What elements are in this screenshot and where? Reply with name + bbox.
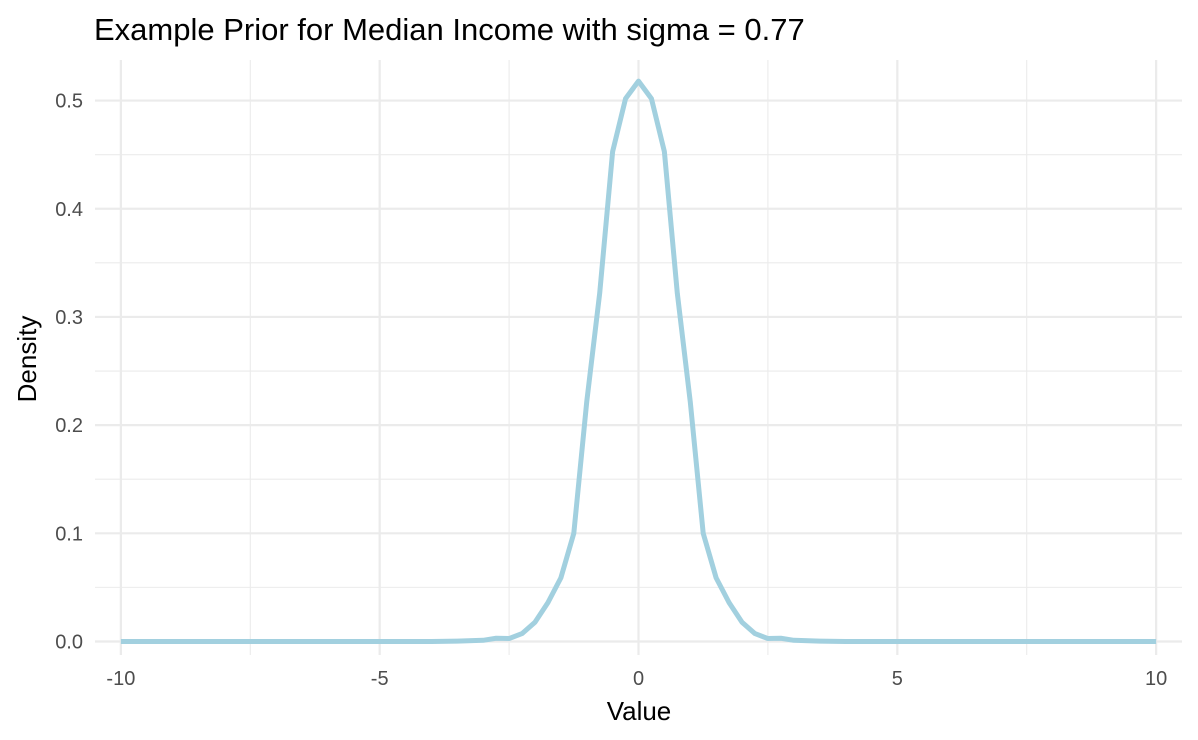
x-tick-label: 5 (892, 668, 903, 690)
series-layer (120, 78, 1157, 644)
y-axis-label: Density (12, 316, 42, 403)
density-curve (120, 78, 1157, 644)
y-tick-label: 0.1 (55, 523, 83, 545)
x-axis-label: Value (607, 696, 672, 726)
major-gridlines (95, 60, 1182, 655)
y-tick-label: 0.3 (55, 307, 83, 329)
x-tick-label: 10 (1145, 668, 1167, 690)
x-tick-label: 0 (633, 668, 644, 690)
y-tick-labels: 0.0 0.1 0.2 0.3 0.4 0.5 (55, 91, 83, 654)
x-tick-label: -10 (106, 668, 135, 690)
chart-title: Example Prior for Median Income with sig… (94, 12, 805, 47)
y-tick-label: 0.4 (55, 199, 83, 221)
y-tick-label: 0.5 (55, 91, 83, 113)
y-tick-label: 0.2 (55, 415, 83, 437)
y-tick-label: 0.0 (55, 631, 83, 653)
x-tick-labels: -10 -5 0 5 10 (106, 668, 1167, 690)
x-tick-label: -5 (371, 668, 389, 690)
